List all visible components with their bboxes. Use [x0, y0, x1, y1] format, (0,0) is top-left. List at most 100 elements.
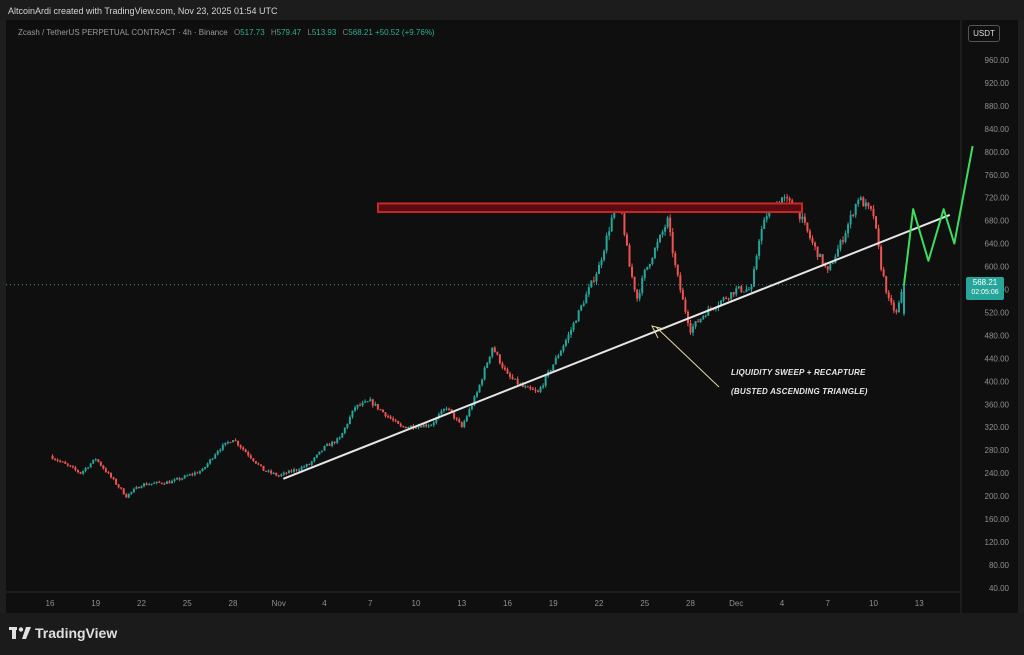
- candle-body: [234, 440, 237, 442]
- candle-body: [890, 297, 893, 303]
- symbol-legend[interactable]: Zcash / TetherUS PERPETUAL CONTRACT · 4h…: [18, 28, 435, 37]
- candle-body: [145, 483, 148, 485]
- candle-body: [318, 451, 321, 455]
- candle-body: [486, 363, 489, 368]
- candle-body: [867, 202, 870, 207]
- candle-body: [387, 416, 390, 418]
- candle-body: [140, 486, 143, 489]
- candle-body: [176, 478, 179, 480]
- annotation-line-1[interactable]: LIQUIDITY SWEEP + RECAPTURE: [731, 368, 866, 377]
- candle-body: [295, 469, 298, 471]
- price-tick-label: 680.00: [985, 217, 1010, 226]
- candle-body: [356, 404, 359, 408]
- price-tick-label: 640.00: [985, 240, 1010, 249]
- candle-body: [54, 459, 57, 461]
- price-axis[interactable]: 960.00 920.00 880.00 840.00 800.00 760.00 720.…: [960, 20, 1010, 613]
- candle-body: [397, 420, 400, 424]
- candle-body: [628, 245, 631, 267]
- candle-body: [87, 467, 90, 469]
- candle-body: [852, 215, 855, 217]
- candle-body: [679, 275, 682, 290]
- candle-body: [219, 449, 222, 452]
- candle-body: [554, 357, 557, 365]
- time-tick-label: 13: [457, 599, 466, 608]
- candle-body: [97, 459, 100, 462]
- close-value: 568.21: [348, 28, 373, 37]
- candle-body: [821, 254, 824, 265]
- time-axis[interactable]: 16 19 22 25 28 Nov 4 7 10 13 16 19 22 25 28 Dec 4 7 10 13: [6, 591, 961, 608]
- candle-body: [544, 375, 547, 386]
- candle-body: [153, 482, 156, 484]
- time-tick-label: 28: [686, 599, 695, 608]
- candle-body: [125, 494, 128, 498]
- change-value: +50.52 (+9.76%): [375, 28, 435, 37]
- candle-body: [394, 420, 397, 422]
- candle-body: [758, 240, 761, 256]
- currency-selector[interactable]: USDT: [968, 25, 1000, 42]
- candle-body: [727, 298, 730, 300]
- annotation-arrow[interactable]: [651, 325, 720, 388]
- candle-body: [442, 409, 445, 411]
- candle-body: [425, 424, 428, 427]
- candle-body: [196, 472, 199, 474]
- candle-body: [498, 354, 501, 364]
- candle-body: [359, 404, 362, 406]
- candle-body: [82, 470, 85, 474]
- candle-body: [857, 200, 860, 205]
- candle-body: [338, 437, 341, 439]
- candle-body: [186, 475, 189, 477]
- resistance-zone[interactable]: [377, 202, 803, 214]
- candle-body: [633, 276, 636, 290]
- candle-body: [765, 216, 768, 220]
- candle-body: [526, 386, 529, 388]
- candle-body: [783, 197, 786, 199]
- candle-body: [435, 417, 438, 423]
- candle-body: [348, 417, 351, 424]
- time-tick-label: 13: [915, 599, 924, 608]
- candle-body: [735, 288, 738, 295]
- ascending-trendline[interactable]: [282, 213, 951, 480]
- candle-body: [445, 408, 448, 410]
- tradingview-logo[interactable]: TradingView: [9, 625, 117, 641]
- candle-body: [646, 266, 649, 270]
- candle-body: [847, 224, 850, 234]
- candle-body: [71, 466, 74, 468]
- candle-body: [592, 280, 595, 282]
- candle-body: [214, 454, 217, 459]
- candle-body: [742, 291, 745, 293]
- time-tick-label: 25: [183, 599, 192, 608]
- candlestick-chart[interactable]: 960.00 920.00 880.00 840.00 800.00 760.00 720.…: [6, 20, 1018, 613]
- price-tick-label: 160.00: [985, 515, 1010, 524]
- candle-body: [290, 470, 293, 472]
- chart-pane[interactable]: [6, 20, 1018, 613]
- candle-body: [409, 425, 412, 428]
- candle-body: [315, 454, 318, 458]
- price-tick-label: 360.00: [985, 400, 1010, 409]
- candle-body: [686, 311, 689, 324]
- candle-body: [694, 321, 697, 327]
- candle-body: [582, 303, 585, 306]
- candle-body: [376, 404, 379, 410]
- candle-body: [869, 206, 872, 209]
- candle-body: [102, 465, 105, 469]
- candle-body: [453, 412, 456, 419]
- symbol-title[interactable]: Zcash / TetherUS PERPETUAL CONTRACT · 4h…: [18, 28, 228, 37]
- author-caption: AltcoinArdi created with TradingView.com…: [8, 6, 278, 16]
- candle-body: [882, 269, 885, 277]
- candle-body: [66, 463, 69, 466]
- projection-path[interactable]: [903, 145, 974, 286]
- price-tick-label: 760.00: [985, 171, 1010, 180]
- candle-body: [570, 329, 573, 335]
- candle-body: [287, 470, 290, 474]
- candle-body: [211, 458, 214, 460]
- time-tick-label: 10: [412, 599, 421, 608]
- candle-body: [420, 425, 423, 428]
- candle-body: [417, 425, 420, 428]
- candle-body: [585, 294, 588, 304]
- candle-body: [577, 310, 580, 322]
- annotation-line-2[interactable]: (BUSTED ASCENDING TRIANGLE): [731, 387, 868, 396]
- candle-body: [549, 370, 552, 372]
- candle-body: [671, 232, 674, 254]
- candle-body: [249, 455, 252, 459]
- candle-body: [364, 401, 367, 403]
